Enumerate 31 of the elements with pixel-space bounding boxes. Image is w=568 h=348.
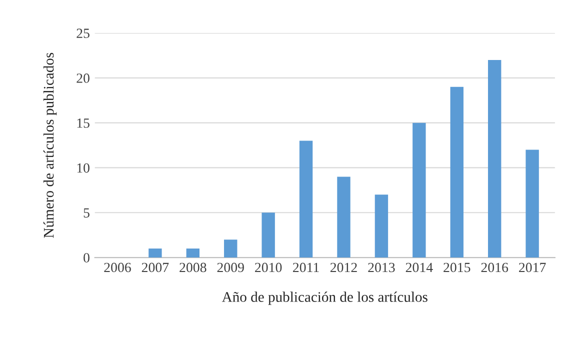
x-tick-label: 2017 xyxy=(519,262,546,272)
x-tick-label: 2009 xyxy=(217,262,244,272)
bar xyxy=(450,86,464,258)
x-tick-label: 2014 xyxy=(406,262,433,272)
bar xyxy=(186,248,200,258)
y-tick-label: 10 xyxy=(77,163,90,173)
x-tick-label: 2016 xyxy=(481,262,508,272)
x-tick-label: 2006 xyxy=(104,262,131,272)
x-tick-label: 2015 xyxy=(444,262,470,272)
bar xyxy=(299,140,313,258)
x-axis-title: Año de publicación de los artículos xyxy=(222,292,428,305)
bar xyxy=(337,176,350,258)
x-tick-label: 2008 xyxy=(180,262,206,272)
y-tick-label: 20 xyxy=(76,74,90,83)
bar xyxy=(262,212,275,258)
y-tick-label: 25 xyxy=(76,28,90,38)
bar xyxy=(412,122,426,258)
x-tick-label: 2013 xyxy=(368,262,395,272)
bar xyxy=(374,194,388,258)
bar xyxy=(488,60,502,258)
y-tick-label: 0 xyxy=(84,253,90,262)
bar xyxy=(526,150,539,258)
x-tick-label: 2010 xyxy=(255,262,282,272)
x-tick-label: 2011 xyxy=(293,262,319,272)
bar xyxy=(224,240,238,258)
x-tick-label: 2012 xyxy=(330,262,357,272)
bar xyxy=(148,248,162,258)
x-tick-label: 2007 xyxy=(142,262,169,272)
y-axis-title: Número de artículos publicados xyxy=(43,52,57,238)
y-tick-label: 15 xyxy=(77,118,90,128)
y-tick-label: 5 xyxy=(84,208,90,218)
